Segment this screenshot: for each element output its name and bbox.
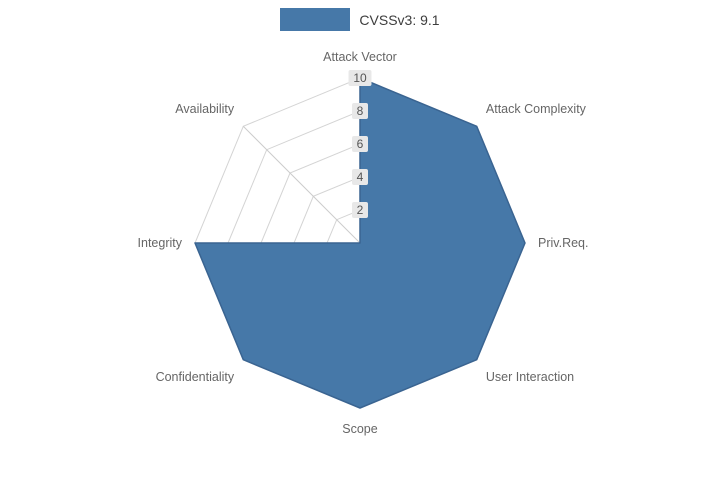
axis-label: User Interaction [486,370,574,384]
axis-label: Priv.Req. [538,236,588,250]
axis-label: Attack Complexity [486,102,587,116]
axis-label: Integrity [138,236,183,250]
tick-label: 2 [357,203,364,217]
tick-label-bg [352,136,368,152]
legend-swatch [280,8,351,31]
legend-label: CVSSv3: 9.1 [359,11,440,28]
tick-label-bg [348,70,372,86]
series-polygon [194,77,526,409]
axis-label: Attack Vector [323,50,397,64]
tick-label-bg [352,103,368,119]
tick-label: 4 [357,170,364,184]
legend[interactable]: CVSSv3: 9.1 [0,8,720,31]
axis-spoke [242,125,361,244]
tick-label-bg [352,169,368,185]
tick-label: 10 [353,71,367,85]
axis-label: Scope [342,422,377,436]
tick-label-bg [352,202,368,218]
axis-label: Confidentiality [156,370,235,384]
tick-label: 6 [357,137,364,151]
tick-label: 8 [357,104,364,118]
axis-label: Availability [175,102,235,116]
